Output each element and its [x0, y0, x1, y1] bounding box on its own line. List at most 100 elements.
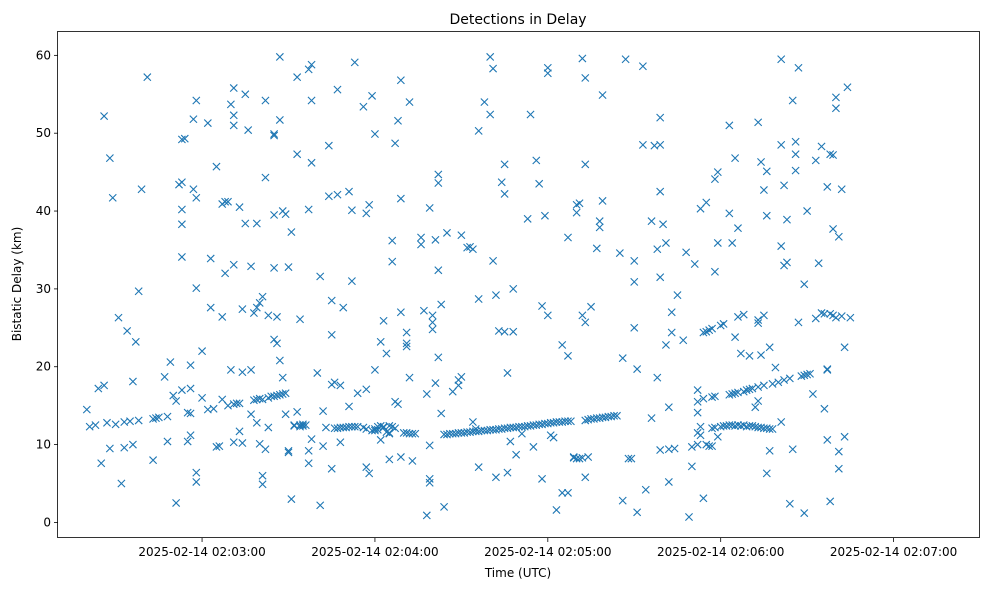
data-point: [419, 306, 428, 315]
data-point: [272, 312, 281, 321]
data-point: [486, 425, 495, 434]
data-point: [543, 69, 552, 78]
data-point: [304, 205, 313, 214]
data-point: [402, 339, 411, 348]
data-point: [788, 96, 797, 105]
data-point: [759, 186, 768, 195]
data-point: [370, 426, 379, 435]
data-point: [319, 442, 328, 451]
data-point: [120, 443, 129, 452]
data-point: [693, 408, 702, 417]
data-point: [633, 365, 642, 374]
data-point: [270, 392, 279, 401]
data-point: [405, 98, 414, 107]
data-point: [232, 399, 241, 408]
data-point: [287, 228, 296, 237]
data-point: [575, 454, 584, 463]
data-point: [192, 96, 201, 105]
data-point: [468, 245, 477, 254]
data-point: [667, 308, 676, 317]
data-point: [656, 113, 665, 122]
data-point: [745, 351, 754, 360]
data-point: [336, 423, 345, 432]
data-point: [581, 160, 590, 169]
data-point: [762, 211, 771, 220]
data-point: [235, 427, 244, 436]
data-point: [391, 139, 400, 148]
data-point: [840, 432, 849, 441]
data-point: [581, 416, 590, 425]
data-point: [293, 407, 302, 416]
data-point: [736, 349, 745, 358]
data-point: [177, 252, 186, 261]
data-point: [581, 473, 590, 482]
data-point: [278, 373, 287, 382]
data-point: [803, 370, 812, 379]
data-point: [296, 315, 305, 324]
data-point: [757, 158, 766, 166]
data-point: [281, 389, 290, 398]
data-point: [307, 96, 316, 105]
data-point: [212, 162, 221, 171]
data-point: [829, 224, 838, 233]
data-point: [177, 135, 186, 144]
data-point: [713, 238, 722, 247]
data-point: [376, 337, 385, 346]
data-point: [402, 328, 411, 337]
data-point: [506, 437, 515, 446]
data-point: [350, 58, 359, 67]
data-point: [627, 454, 636, 463]
data-point: [693, 386, 702, 395]
data-point: [823, 435, 832, 444]
data-point: [777, 418, 786, 426]
data-point: [284, 448, 293, 457]
data-point: [172, 397, 181, 405]
data-point: [826, 497, 835, 506]
data-point: [169, 391, 178, 400]
data-point: [261, 173, 270, 182]
data-point: [428, 318, 437, 327]
data-point: [255, 298, 264, 307]
data-point: [206, 303, 215, 312]
data-point: [238, 368, 247, 377]
data-point: [491, 473, 500, 482]
data-point: [558, 340, 567, 349]
data-point: [791, 150, 800, 159]
data-point: [610, 411, 619, 420]
data-point: [679, 336, 688, 345]
data-point: [595, 217, 604, 226]
data-point: [221, 197, 230, 206]
y-tick-label: 30: [36, 282, 51, 296]
data-point: [500, 327, 509, 336]
data-point: [137, 185, 146, 194]
data-point: [102, 418, 111, 427]
data-point: [693, 440, 702, 449]
data-point: [624, 454, 633, 463]
data-point: [307, 158, 316, 167]
data-point: [100, 112, 109, 121]
data-point: [359, 102, 368, 111]
data-point: [515, 422, 523, 431]
data-point: [249, 309, 258, 318]
data-point: [491, 291, 500, 300]
data-point: [549, 433, 558, 442]
data-point: [489, 256, 498, 265]
data-point: [800, 371, 809, 380]
data-point: [304, 446, 313, 455]
data-point: [538, 474, 547, 483]
data-point: [131, 337, 140, 346]
data-point: [307, 435, 316, 444]
data-point: [477, 426, 486, 435]
data-point: [757, 351, 766, 360]
data-point: [177, 178, 186, 187]
data-point: [229, 111, 238, 120]
data-point: [745, 385, 754, 394]
data-point: [486, 110, 495, 119]
data-point: [296, 421, 305, 430]
data-point: [229, 260, 238, 269]
data-point: [370, 129, 379, 138]
data-point: [249, 396, 258, 405]
data-point: [733, 421, 742, 430]
data-point: [321, 423, 330, 432]
